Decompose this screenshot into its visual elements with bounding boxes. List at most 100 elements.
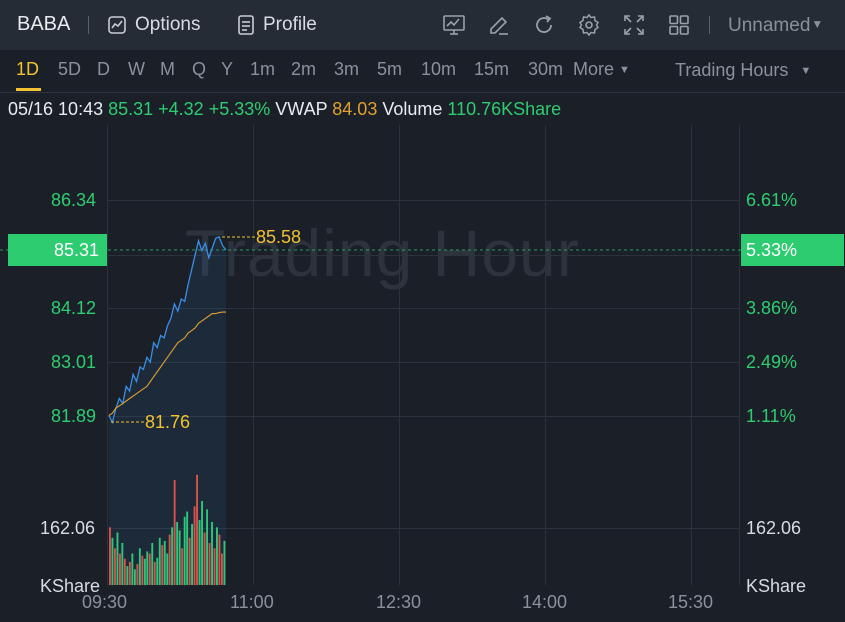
volume-bar bbox=[173, 480, 176, 585]
volume-bar bbox=[148, 553, 151, 585]
divider bbox=[709, 16, 710, 34]
volume-bar bbox=[211, 522, 213, 585]
timeframe-w[interactable]: W bbox=[128, 59, 145, 79]
volume-bar bbox=[153, 561, 156, 585]
volume-bar bbox=[126, 566, 129, 585]
volume-bar bbox=[201, 501, 203, 585]
volume-bar bbox=[186, 511, 189, 585]
vwap-series-line bbox=[108, 311, 226, 416]
volume-bar bbox=[123, 558, 126, 586]
time-axis-label: 15:30 bbox=[668, 592, 714, 612]
volume-bar bbox=[158, 537, 161, 586]
volume-bar bbox=[156, 557, 159, 585]
price-area bbox=[109, 236, 226, 585]
volume-bar bbox=[193, 506, 196, 586]
session-label: Trading Hours bbox=[675, 60, 789, 80]
time-axis-label: 09:30 bbox=[82, 592, 128, 612]
current-price-badge: 85.31 bbox=[8, 234, 107, 266]
quote-change: +4.32 bbox=[158, 99, 204, 119]
top-toolbar bbox=[0, 0, 845, 50]
price-lines bbox=[108, 236, 255, 585]
current-price-value: 85.31 bbox=[53, 240, 99, 260]
timeframe-1d[interactable]: 1D bbox=[16, 59, 40, 79]
timeframe-y[interactable]: Y bbox=[221, 59, 234, 79]
volume-bar bbox=[121, 543, 124, 585]
timeframe-5d[interactable]: 5D bbox=[58, 59, 82, 79]
volume-bar bbox=[188, 537, 191, 586]
price-axis-label: 81.89 bbox=[51, 406, 97, 426]
timeframe-15m[interactable]: 15m bbox=[474, 59, 510, 79]
volume-bar bbox=[208, 543, 211, 585]
profile-label: Profile bbox=[263, 14, 317, 35]
options-icon bbox=[108, 16, 126, 34]
pct-axis-label: 2.49% bbox=[746, 352, 798, 372]
dropdown-icon: ▼ bbox=[619, 64, 630, 76]
profile-icon bbox=[238, 15, 254, 35]
timeframe-30m[interactable]: 30m bbox=[528, 59, 564, 79]
volume-bars bbox=[109, 474, 226, 586]
dropdown-icon: ▼ bbox=[811, 17, 824, 31]
timeframe-m[interactable]: M bbox=[160, 59, 175, 79]
watermark: Trading Hour bbox=[185, 216, 580, 290]
volume-bar bbox=[203, 532, 206, 585]
settings-icon[interactable] bbox=[577, 13, 601, 37]
volume-bar bbox=[143, 558, 146, 586]
volume-unit-label: KShare bbox=[40, 576, 101, 596]
volume-bar bbox=[196, 474, 198, 586]
volume-bar bbox=[161, 545, 164, 585]
price-axis-label: 83.01 bbox=[51, 352, 97, 372]
timeframe-bar bbox=[0, 50, 845, 93]
volume-bar bbox=[166, 553, 169, 585]
volume-bar bbox=[151, 543, 154, 585]
volume-bar bbox=[168, 534, 171, 585]
volume-bar bbox=[198, 519, 201, 585]
volume-axis-label: 162.06 bbox=[40, 518, 96, 538]
volume-axis-label: 162.06 bbox=[746, 518, 802, 538]
chart-icon[interactable] bbox=[442, 13, 466, 37]
volume-bar bbox=[119, 553, 121, 585]
quote-info: 05/16 10:43 85.31 +4.32 +5.33% VWAP 84.03 Vol… bbox=[8, 99, 566, 120]
volume-bar bbox=[221, 553, 223, 585]
layout-name: Unnamed bbox=[728, 15, 811, 36]
options-label: Options bbox=[135, 14, 201, 35]
volume-unit-label: KShare bbox=[746, 576, 807, 596]
options-button[interactable]: Options bbox=[107, 14, 200, 36]
active-timeframe-indicator bbox=[16, 88, 41, 91]
session-selector[interactable]: Trading Hours ▼ bbox=[675, 60, 811, 81]
timeframe-10m[interactable]: 10m bbox=[421, 59, 457, 79]
timeframe-5m[interactable]: 5m bbox=[377, 59, 403, 79]
timeframe-d[interactable]: D bbox=[97, 59, 110, 79]
pct-axis-label: 6.61% bbox=[746, 190, 798, 210]
dropdown-icon: ▼ bbox=[800, 65, 812, 77]
volume-bar bbox=[133, 569, 136, 586]
grid-icon[interactable] bbox=[667, 13, 691, 37]
timeframe-q[interactable]: Q bbox=[192, 59, 207, 79]
price-axis-label: 86.34 bbox=[51, 190, 97, 210]
volume-bar bbox=[141, 555, 144, 585]
layout-selector[interactable]: Unnamed▼ bbox=[728, 15, 823, 37]
quote-change-pct: +5.33% bbox=[208, 99, 271, 119]
volume-label: Volume bbox=[382, 99, 443, 119]
volume-bar bbox=[138, 548, 141, 586]
volume-bar bbox=[183, 516, 186, 586]
timeframe-2m[interactable]: 2m bbox=[291, 59, 317, 79]
fullscreen-icon[interactable] bbox=[622, 13, 646, 37]
timeframe-3m[interactable]: 3m bbox=[334, 59, 360, 79]
timeframe-1m[interactable]: 1m bbox=[250, 59, 276, 79]
high-annotation: 85.58 bbox=[256, 227, 302, 247]
price-chart[interactable] bbox=[0, 125, 845, 622]
price-series-line bbox=[108, 236, 227, 425]
volume-bar bbox=[128, 561, 131, 585]
volume-bar bbox=[216, 527, 218, 586]
draw-icon[interactable] bbox=[487, 13, 511, 37]
price-axis-label: 84.12 bbox=[51, 298, 97, 318]
more-timeframes-button[interactable]: More ▼ bbox=[573, 59, 630, 80]
symbol-label[interactable]: BABA bbox=[17, 13, 71, 35]
volume-bar bbox=[218, 534, 221, 585]
current-pct-badge: 5.33% bbox=[741, 234, 844, 266]
profile-button[interactable]: Profile bbox=[237, 14, 317, 36]
time-axis-label: 11:00 bbox=[230, 592, 274, 612]
volume-value: 110.76KShare bbox=[447, 99, 562, 119]
refresh-icon[interactable] bbox=[532, 13, 556, 37]
quote-datetime: 05/16 10:43 bbox=[8, 99, 104, 119]
